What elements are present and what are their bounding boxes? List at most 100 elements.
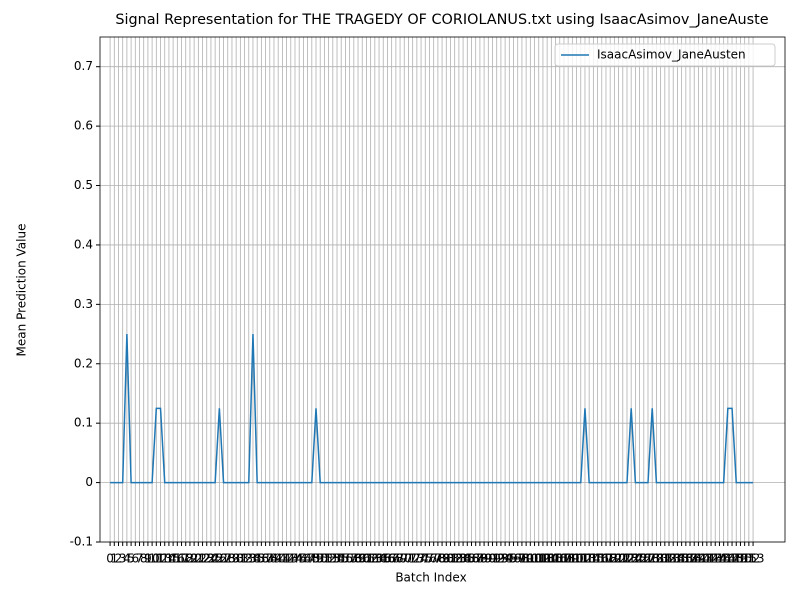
x-tick-label: 138 bbox=[679, 552, 702, 566]
x-tick-label: 29 bbox=[224, 552, 239, 566]
x-tick-label: 54 bbox=[329, 552, 344, 566]
line-series bbox=[110, 334, 754, 484]
x-tick-label: 67 bbox=[384, 552, 399, 566]
y-tick-label: -0.1 bbox=[70, 535, 93, 549]
x-tick-label: 124 bbox=[620, 552, 643, 566]
x-tick-label: 108 bbox=[552, 552, 575, 566]
x-tick-label: 53 bbox=[325, 552, 340, 566]
x-tick-label: 73 bbox=[409, 552, 424, 566]
x-tick-label: 31 bbox=[233, 552, 248, 566]
x-tick-label: 100 bbox=[519, 552, 542, 566]
x-tick-label: 145 bbox=[708, 552, 731, 566]
x-tick-label: 146 bbox=[712, 552, 735, 566]
x-tick-label: 50 bbox=[313, 552, 328, 566]
x-tick-label: 128 bbox=[637, 552, 660, 566]
x-tick-label: 89 bbox=[476, 552, 491, 566]
x-tick-label: 57 bbox=[342, 552, 357, 566]
x-tick-label: 34 bbox=[245, 552, 260, 566]
x-tick-label: 150 bbox=[729, 552, 752, 566]
x-tick-label: 112 bbox=[569, 552, 592, 566]
x-tick-label: 83 bbox=[451, 552, 466, 566]
x-tick-label: 51 bbox=[317, 552, 332, 566]
x-tick-label: 137 bbox=[674, 552, 697, 566]
x-tick-label: 68 bbox=[388, 552, 403, 566]
plot-frame bbox=[99, 36, 786, 543]
x-tick-label: 109 bbox=[557, 552, 580, 566]
x-tick-label: 16 bbox=[170, 552, 185, 566]
x-tick-label: 119 bbox=[599, 552, 622, 566]
x-tick-label: 3 bbox=[119, 552, 127, 566]
x-tick-label: 59 bbox=[350, 552, 365, 566]
x-tick-label: 48 bbox=[304, 552, 319, 566]
x-tick-label: 122 bbox=[611, 552, 634, 566]
x-tick-label: 97 bbox=[510, 552, 525, 566]
x-tick-label: 126 bbox=[628, 552, 651, 566]
x-tick-label: 52 bbox=[321, 552, 336, 566]
x-tick-label: 113 bbox=[574, 552, 597, 566]
x-tick-label: 95 bbox=[502, 552, 517, 566]
x-tick-label: 40 bbox=[271, 552, 286, 566]
x-tick-label: 118 bbox=[595, 552, 618, 566]
x-tick-label: 62 bbox=[363, 552, 378, 566]
x-tick-label: 141 bbox=[691, 552, 714, 566]
x-tick-label: 106 bbox=[544, 552, 567, 566]
x-tick-label: 76 bbox=[422, 552, 437, 566]
x-tick-label: 111 bbox=[565, 552, 588, 566]
x-tick-label: 11 bbox=[149, 552, 164, 566]
x-tick-label: 79 bbox=[434, 552, 449, 566]
legend-box bbox=[554, 43, 776, 67]
x-tick-label: 142 bbox=[695, 552, 718, 566]
y-tick-label: 0.7 bbox=[74, 59, 93, 73]
chart-title: Signal Representation for THE TRAGEDY OF… bbox=[115, 12, 768, 28]
x-tick-label: 152 bbox=[737, 552, 760, 566]
x-tick-label: 4 bbox=[123, 552, 131, 566]
x-tick-label: 49 bbox=[308, 552, 323, 566]
y-tick-label: 0.3 bbox=[74, 297, 93, 311]
x-tick-label: 131 bbox=[649, 552, 672, 566]
x-tick-label: 148 bbox=[721, 552, 744, 566]
legend-label: IsaacAsimov_JaneAusten bbox=[597, 48, 746, 62]
x-tick-label: 93 bbox=[493, 552, 508, 566]
x-tick-label: 23 bbox=[199, 552, 214, 566]
x-tick-label: 55 bbox=[334, 552, 349, 566]
x-tick-label: 5 bbox=[127, 552, 135, 566]
x-tick-label: 98 bbox=[514, 552, 529, 566]
x-tick-label: 36 bbox=[254, 552, 269, 566]
x-tick-label: 134 bbox=[662, 552, 685, 566]
x-tick-label: 72 bbox=[405, 552, 420, 566]
x-tick-label: 86 bbox=[464, 552, 479, 566]
x-tick-label: 90 bbox=[481, 552, 496, 566]
x-tick-label: 24 bbox=[203, 552, 218, 566]
x-tick-label: 25 bbox=[208, 552, 223, 566]
x-tick-label: 64 bbox=[371, 552, 386, 566]
y-tick-label: 0.6 bbox=[74, 119, 93, 133]
x-tick-label: 116 bbox=[586, 552, 609, 566]
x-tick-label: 151 bbox=[733, 552, 756, 566]
x-tick-label: 140 bbox=[687, 552, 710, 566]
x-tick-label: 120 bbox=[603, 552, 626, 566]
x-tick-label: 107 bbox=[548, 552, 571, 566]
x-tick-label: 17 bbox=[174, 552, 189, 566]
x-tick-label: 99 bbox=[518, 552, 533, 566]
x-tick-label: 22 bbox=[195, 552, 210, 566]
x-tick-label: 41 bbox=[275, 552, 290, 566]
x-tick-label: 94 bbox=[497, 552, 512, 566]
x-tick-label: 96 bbox=[506, 552, 521, 566]
x-tick-label: 14 bbox=[161, 552, 176, 566]
x-tick-label: 135 bbox=[666, 552, 689, 566]
x-tick-label: 21 bbox=[191, 552, 206, 566]
x-tick-label: 45 bbox=[292, 552, 307, 566]
x-tick-label: 136 bbox=[670, 552, 693, 566]
x-tick-label: 30 bbox=[229, 552, 244, 566]
x-tick-label: 42 bbox=[279, 552, 294, 566]
x-tick-label: 117 bbox=[590, 552, 613, 566]
x-tick-label: 123 bbox=[616, 552, 639, 566]
x-tick-label: 132 bbox=[653, 552, 676, 566]
x-tick-label: 15 bbox=[165, 552, 180, 566]
x-tick-label: 121 bbox=[607, 552, 630, 566]
x-tick-label: 58 bbox=[346, 552, 361, 566]
x-tick-label: 33 bbox=[241, 552, 256, 566]
x-tick-label: 78 bbox=[430, 552, 445, 566]
x-tick-label: 88 bbox=[472, 552, 487, 566]
